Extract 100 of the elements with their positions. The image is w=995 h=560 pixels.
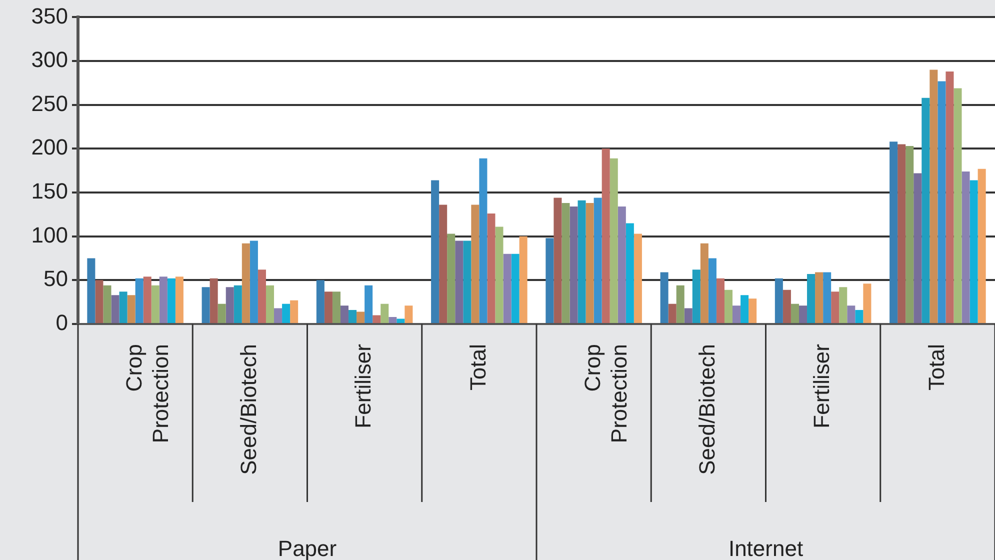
bar [946,72,954,323]
bar [210,278,218,323]
bar [807,274,816,323]
x-tick-label: Total [465,344,490,390]
bar [831,292,840,323]
bar [511,254,520,323]
bar [562,203,570,323]
y-tick-label: 300 [31,47,68,72]
bar [930,70,938,323]
bar [578,200,586,323]
bar [135,278,144,323]
bar [340,306,349,323]
bar [159,276,168,323]
bar [815,272,824,323]
bar [479,158,488,323]
bar [618,206,626,323]
x-tick-label: Crop Protection [121,344,173,444]
y-tick-label: 200 [31,134,68,160]
bar [684,308,692,323]
bar [218,304,226,323]
bar [103,285,112,323]
bar [332,292,340,323]
bar [594,198,602,323]
bar [898,144,906,323]
bar [839,287,848,323]
bar [87,258,96,323]
bar [546,238,554,323]
bar [495,226,504,323]
bar [938,81,946,323]
bar [732,306,741,323]
x-tick-label: Fertiliser [809,344,834,428]
bar [586,203,594,323]
y-tick-label: 50 [44,266,68,292]
bar [234,285,242,323]
bar [396,318,405,323]
bar [970,180,978,323]
bar [372,315,381,323]
bar [890,142,898,323]
bar [127,295,136,323]
bar [202,287,210,323]
bar [95,280,104,323]
bar [660,272,668,323]
bar [167,278,176,323]
y-tick-label: 0 [56,310,68,336]
bar [380,304,389,323]
bar [774,278,783,323]
bar [266,285,274,323]
x-tick-label: Total [924,344,949,390]
x-tick-label: Seed/Biotech [694,344,720,475]
bar [175,276,184,323]
bar [855,310,864,323]
bar [282,304,290,323]
bar [978,168,986,323]
bar [954,88,962,323]
bar [151,285,160,323]
bar [348,310,357,323]
bar [111,295,120,323]
bar [668,304,676,323]
bar [316,280,324,323]
bar [455,240,464,323]
bar [250,240,258,323]
bar [863,284,872,323]
bar [463,240,472,323]
bar [914,173,922,323]
y-tick-label: 100 [31,222,68,248]
bar [740,295,749,323]
bar [404,306,413,323]
bar [798,306,808,323]
y-tick-label: 350 [31,3,68,28]
bar [610,158,618,323]
bar [724,290,733,323]
bar [962,171,970,323]
bar [602,148,610,323]
bar [143,276,152,323]
bar [922,98,930,323]
bar [716,278,724,323]
x-tick-label: Seed/Biotech [236,344,261,475]
x-tick-label: Fertiliser [350,344,376,428]
bar [274,308,282,323]
bar [823,272,832,323]
bar [364,285,373,323]
bar [847,306,856,323]
bar [503,254,512,323]
bar [324,292,332,323]
bar [790,304,799,323]
bar [242,243,250,323]
bar [554,198,562,323]
x-tick-label: Crop Protection [580,344,632,444]
y-tick-label: 150 [31,178,68,204]
bar [487,214,496,323]
bar [906,146,914,323]
bar [290,300,298,323]
bar [782,290,791,323]
bar [626,223,634,323]
bar [119,292,128,323]
bar [570,206,578,323]
bar [356,312,365,323]
bar [700,243,708,323]
bar [634,234,642,323]
bar [676,285,684,323]
